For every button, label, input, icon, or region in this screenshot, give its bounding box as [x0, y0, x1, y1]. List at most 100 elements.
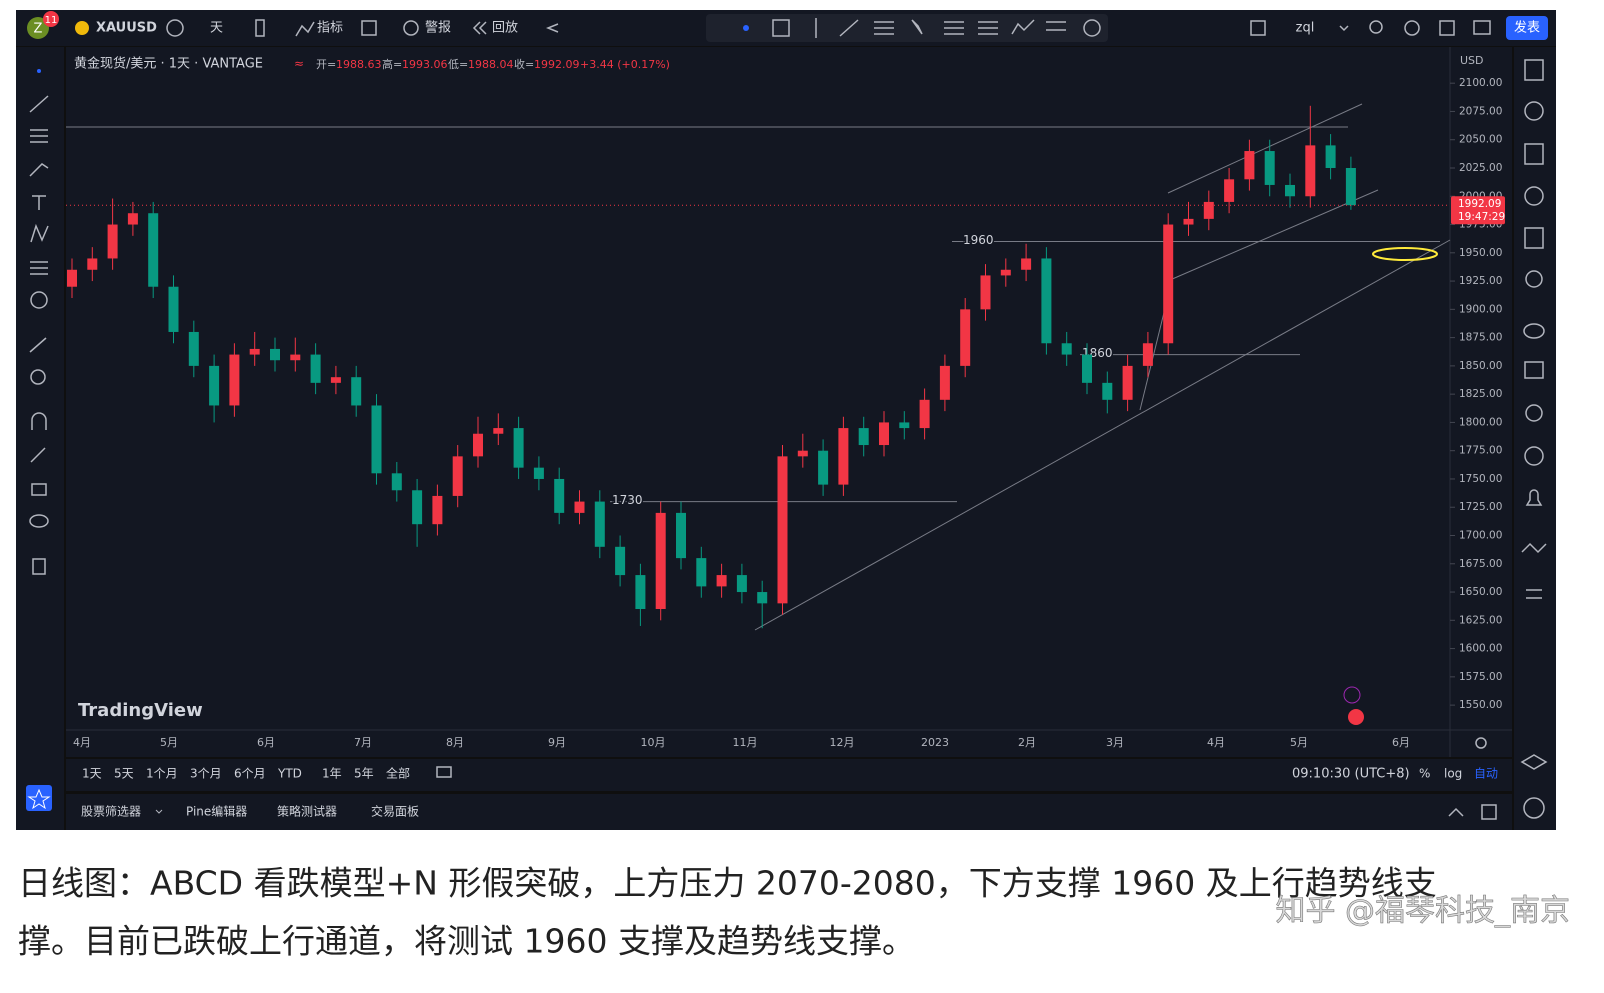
candle-body — [554, 478, 565, 513]
panel-tab[interactable]: 策略测试器 — [277, 804, 337, 819]
y-tick-label: 2100.00 — [1459, 77, 1502, 89]
candle-body — [1000, 269, 1011, 276]
x-tick-label: 12月 — [830, 736, 855, 749]
candle-body — [1325, 145, 1336, 168]
x-tick-label: 11月 — [733, 736, 758, 749]
watermark: 知乎 @福琴科技_南京 — [1275, 894, 1570, 929]
candle-body — [148, 213, 159, 287]
left-tools[interactable] — [29, 69, 49, 575]
layout-button[interactable] — [1250, 20, 1266, 36]
y-tick-label: 1625.00 — [1459, 614, 1502, 626]
candle-body — [412, 490, 423, 525]
maximize-icon[interactable] — [1481, 804, 1497, 820]
alerts[interactable]: 警报 — [425, 20, 451, 36]
panel-tab[interactable]: 交易面板 — [371, 804, 419, 819]
high-label: 高= — [382, 57, 402, 71]
collapse-icon[interactable] — [1448, 807, 1464, 817]
top-right-icons[interactable] — [1369, 20, 1491, 36]
interval[interactable]: 天 — [210, 21, 223, 36]
avatar[interactable] — [27, 17, 49, 39]
y-tick-label: 1750.00 — [1459, 473, 1502, 485]
scale-option[interactable]: log — [1444, 767, 1462, 781]
candle-body — [351, 377, 362, 406]
undo-icon[interactable] — [545, 23, 559, 33]
candle-body — [1264, 151, 1275, 185]
candle-body — [1082, 354, 1092, 383]
close-label: 收= — [514, 57, 534, 71]
indicators[interactable]: 指标 — [317, 21, 343, 36]
timeframe[interactable]: 6个月 — [234, 767, 266, 781]
low-value: 1988.04 — [468, 58, 514, 71]
timeframe[interactable]: YTD — [277, 767, 302, 781]
highlight-ellipse — [1372, 247, 1438, 261]
low-label: 低= — [448, 58, 468, 71]
ohlc-legend: 开= 1988.63 高= 1993.06 低= 1988.04 收= 1992… — [316, 57, 670, 71]
event-icon[interactable] — [1343, 686, 1361, 704]
candle-body — [1244, 151, 1255, 180]
logo: TradingView — [78, 700, 203, 721]
candle-body — [1183, 218, 1194, 225]
event-icon[interactable] — [1348, 709, 1364, 725]
user[interactable]: zql — [1296, 21, 1315, 36]
candle-body — [1142, 343, 1153, 366]
drawing-tools[interactable] — [772, 18, 1101, 38]
y-tick-label: 1600.00 — [1459, 643, 1502, 655]
symbol[interactable]: XAUUSD — [96, 21, 157, 36]
y-tick-label: 1650.00 — [1459, 586, 1502, 598]
timeframe[interactable]: 全部 — [386, 766, 410, 781]
clock: 09:10:30 (UTC+8) — [1292, 767, 1410, 782]
scale-option[interactable]: 自动 — [1474, 767, 1498, 781]
y-tick-label: 1925.00 — [1459, 275, 1502, 287]
panel-tab[interactable]: 股票筛选器 — [81, 804, 141, 819]
candle-body — [127, 213, 138, 225]
x-tick-label: 7月 — [354, 736, 372, 749]
candle-body — [655, 512, 666, 610]
candle-body — [838, 428, 849, 485]
candle-body — [919, 399, 930, 429]
candle-body — [939, 365, 950, 400]
favorites[interactable] — [26, 785, 52, 811]
scale-option[interactable]: % — [1419, 767, 1430, 781]
x-tick-label: 5月 — [160, 736, 178, 749]
panel-tab[interactable]: Pine编辑器 — [186, 804, 247, 819]
candle-body — [818, 450, 829, 485]
timeframe[interactable]: 3个月 — [190, 767, 222, 781]
replay[interactable]: 回放 — [492, 21, 518, 36]
candle-body — [107, 224, 118, 259]
x-tick-label: 2023 — [921, 736, 949, 749]
candle-body — [290, 354, 301, 361]
y-tick-label: 2075.00 — [1459, 105, 1502, 117]
timeframe[interactable]: 5天 — [114, 767, 134, 781]
x-tick-label: 6月 — [257, 736, 275, 749]
date-range-icon[interactable] — [436, 766, 452, 778]
publish: 发表 — [1514, 20, 1540, 36]
candle-body — [858, 428, 869, 446]
candle-body — [432, 495, 443, 525]
x-tick-label: 6月 — [1392, 736, 1410, 749]
timeframe[interactable]: 1天 — [82, 767, 102, 781]
candle-body — [1163, 224, 1174, 344]
badge — [43, 11, 59, 27]
currency[interactable]: USD — [1460, 54, 1484, 67]
candle-body — [371, 405, 382, 474]
candle-body — [594, 501, 605, 547]
candle-body — [1041, 258, 1052, 344]
right-tools[interactable] — [1520, 59, 1548, 819]
publish-button[interactable] — [1506, 16, 1548, 40]
timeframe[interactable]: 5年 — [354, 767, 374, 781]
candle-body — [249, 348, 260, 355]
candle-body — [330, 377, 341, 383]
layout-icon[interactable] — [361, 20, 377, 36]
add-icon[interactable] — [166, 19, 184, 37]
chart-style-icon[interactable] — [255, 19, 265, 37]
price-tag-countdown: 19:47:29 — [1458, 211, 1505, 223]
replay-icon — [472, 21, 487, 35]
settings-icon[interactable] — [1475, 737, 1487, 749]
timeframe[interactable]: 1年 — [322, 767, 342, 781]
candle-body — [229, 354, 240, 406]
candle-body — [1021, 258, 1032, 270]
timeframe[interactable]: 1个月 — [146, 767, 178, 781]
candle-body — [960, 309, 971, 366]
candle-body — [777, 456, 788, 604]
